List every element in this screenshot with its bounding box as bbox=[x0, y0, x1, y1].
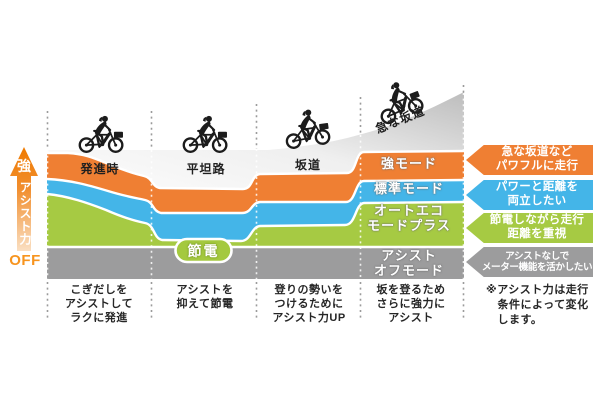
benefit-tag-standard-text: パワーと距離を 両立したい bbox=[495, 181, 579, 207]
layer-separators bbox=[45, 149, 466, 249]
axis-min-label: OFF bbox=[9, 252, 41, 269]
mode-label-standard: 標準モード bbox=[373, 181, 444, 196]
mode-label-strong: 強モード bbox=[380, 156, 437, 171]
cyclist-icon bbox=[182, 114, 229, 154]
power-save-badge-label: 節電 bbox=[187, 242, 220, 259]
benefit-tag-strong-text: 急な坂道など パワフルに走行 bbox=[495, 146, 579, 172]
cyclist-icon bbox=[281, 105, 333, 151]
axis-title: アシスト力 bbox=[18, 181, 32, 246]
power-save-badge bbox=[174, 237, 233, 264]
benefit-tag-autoeco-text: 節電しながら走行 距離を重視 bbox=[489, 214, 585, 240]
terrain-label-hill: 坂道 bbox=[294, 158, 321, 172]
benefit-tag-assist-off: アシストなしで メーター機能を活かしたい bbox=[466, 247, 593, 277]
section-guides bbox=[46, 85, 465, 318]
mode-label-autoeco: オートエコ モードプラス bbox=[367, 203, 451, 233]
assist-power-arrow bbox=[10, 147, 38, 251]
axis-max-label: 強 bbox=[17, 158, 31, 174]
benefit-tag-assist-off-text: アシストなしで メーター機能を活かしたい bbox=[481, 250, 593, 274]
benefit-tag-strong: 急な坂道など パワフルに走行 bbox=[466, 145, 593, 175]
footnote: ※アシスト力は走行 条件によって変化 します。 bbox=[486, 284, 589, 326]
terrain-label-flat: 平坦路 bbox=[186, 162, 226, 176]
caption-flat: アシストを 抑えて節電 bbox=[176, 284, 234, 310]
benefit-tag-autoeco: 節電しながら走行 距離を重視 bbox=[466, 213, 593, 243]
benefit-tag-standard: パワーと距離を 両立したい bbox=[466, 180, 593, 210]
cyclist-icon bbox=[78, 114, 125, 154]
layer-assist-off-mode bbox=[47, 247, 464, 279]
terrain-label-start: 発進時 bbox=[80, 162, 120, 176]
mode-label-assist-off: アシスト オフモード bbox=[373, 248, 444, 278]
caption-start: こぎだしを アシストして ラクに発進 bbox=[64, 284, 134, 324]
caption-hill: 登りの勢いを つけるために アシスト力UP bbox=[272, 284, 346, 324]
caption-steep-hill: 坂を登るため さらに強力に アシスト bbox=[376, 284, 446, 324]
